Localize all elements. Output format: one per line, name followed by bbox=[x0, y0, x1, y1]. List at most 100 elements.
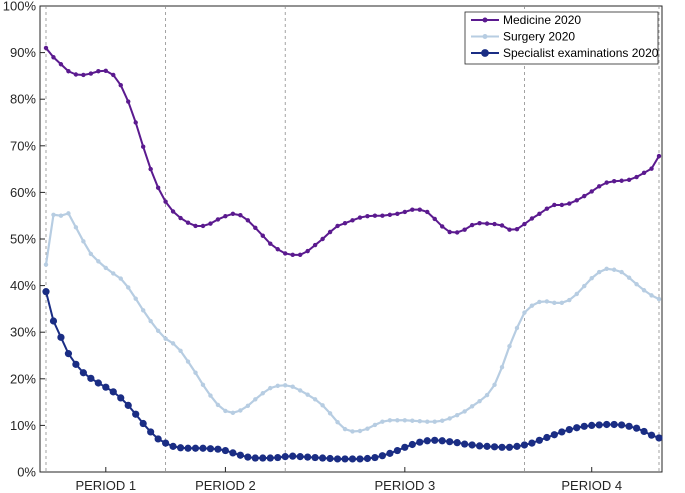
data-point bbox=[469, 222, 475, 228]
data-point bbox=[140, 308, 146, 313]
data-point bbox=[393, 446, 401, 455]
data-point bbox=[103, 68, 109, 73]
data-point bbox=[117, 394, 125, 402]
data-point bbox=[641, 288, 647, 293]
data-point bbox=[118, 83, 123, 88]
data-point bbox=[468, 441, 476, 449]
data-point bbox=[185, 220, 191, 225]
data-point bbox=[618, 421, 626, 429]
data-point bbox=[387, 418, 393, 423]
data-point bbox=[335, 223, 340, 229]
data-point bbox=[462, 227, 467, 232]
data-point bbox=[290, 384, 295, 389]
legend-label: Specialist examinations 2020 bbox=[503, 46, 659, 60]
data-point bbox=[57, 333, 65, 341]
series-1 bbox=[43, 211, 662, 434]
data-point bbox=[410, 207, 415, 212]
data-point bbox=[94, 379, 102, 387]
data-point bbox=[387, 212, 393, 217]
data-point bbox=[514, 325, 520, 331]
data-point bbox=[88, 71, 94, 76]
data-point bbox=[81, 239, 86, 244]
data-point bbox=[200, 382, 206, 388]
data-point bbox=[395, 418, 400, 423]
y-tick-label: 90% bbox=[10, 45, 36, 60]
data-point bbox=[215, 217, 221, 222]
data-point bbox=[537, 299, 542, 305]
data-point bbox=[440, 418, 445, 423]
data-point bbox=[596, 269, 602, 275]
data-point bbox=[498, 443, 506, 451]
legend-label: Surgery 2020 bbox=[503, 30, 575, 44]
data-point bbox=[514, 227, 520, 232]
data-point bbox=[229, 449, 237, 457]
data-point bbox=[475, 442, 484, 450]
data-point bbox=[200, 223, 206, 229]
data-point bbox=[43, 262, 49, 267]
data-point bbox=[357, 215, 363, 220]
data-point bbox=[51, 212, 56, 217]
data-point bbox=[253, 225, 258, 231]
data-point bbox=[178, 348, 183, 354]
data-point bbox=[296, 453, 304, 461]
data-point bbox=[73, 72, 79, 77]
y-tick-label: 20% bbox=[10, 371, 36, 386]
data-point bbox=[647, 431, 656, 439]
data-point bbox=[589, 275, 594, 281]
data-point bbox=[402, 209, 408, 215]
data-point bbox=[595, 421, 603, 429]
data-point bbox=[290, 252, 295, 258]
data-point bbox=[625, 422, 633, 430]
data-point bbox=[365, 213, 370, 219]
data-point bbox=[348, 455, 357, 463]
data-point bbox=[221, 446, 230, 455]
data-point bbox=[634, 174, 639, 180]
data-point bbox=[529, 303, 535, 308]
data-point bbox=[395, 211, 400, 217]
data-point bbox=[641, 170, 647, 176]
data-point bbox=[96, 259, 101, 264]
data-point bbox=[567, 297, 572, 303]
data-point bbox=[87, 374, 95, 382]
data-point bbox=[266, 454, 274, 462]
data-point bbox=[656, 296, 662, 302]
data-point bbox=[111, 72, 116, 78]
data-point bbox=[275, 247, 280, 252]
data-point bbox=[378, 452, 387, 460]
data-point bbox=[573, 424, 581, 432]
data-point bbox=[111, 271, 116, 276]
data-point bbox=[206, 445, 215, 453]
data-point bbox=[408, 440, 416, 449]
data-point bbox=[253, 397, 258, 402]
data-point bbox=[655, 434, 663, 442]
data-point bbox=[582, 283, 587, 289]
data-point bbox=[178, 215, 183, 221]
data-point bbox=[410, 418, 415, 423]
data-point bbox=[582, 193, 587, 199]
data-point bbox=[260, 233, 265, 238]
data-point bbox=[431, 436, 439, 444]
data-point bbox=[432, 216, 437, 222]
data-point bbox=[626, 275, 632, 280]
data-point bbox=[432, 419, 437, 424]
data-point bbox=[558, 428, 566, 436]
data-point bbox=[619, 269, 624, 275]
data-point bbox=[507, 343, 512, 349]
data-point bbox=[185, 359, 191, 364]
y-tick-label: 80% bbox=[10, 92, 36, 107]
data-point bbox=[223, 408, 228, 414]
data-point bbox=[170, 341, 176, 346]
data-point bbox=[312, 397, 318, 402]
x-axis-periods: PERIOD 1 PERIOD 2 PERIOD 3 PERIOD 4 bbox=[75, 467, 622, 493]
data-point bbox=[208, 393, 213, 398]
y-tick-label: 100% bbox=[3, 0, 37, 14]
data-point bbox=[477, 398, 482, 404]
data-point bbox=[656, 153, 662, 159]
data-point bbox=[215, 402, 221, 408]
data-point bbox=[126, 99, 131, 104]
data-point bbox=[552, 202, 557, 208]
data-point bbox=[230, 211, 236, 217]
data-point bbox=[363, 454, 372, 463]
legend-box bbox=[464, 11, 659, 65]
data-point bbox=[162, 439, 170, 447]
